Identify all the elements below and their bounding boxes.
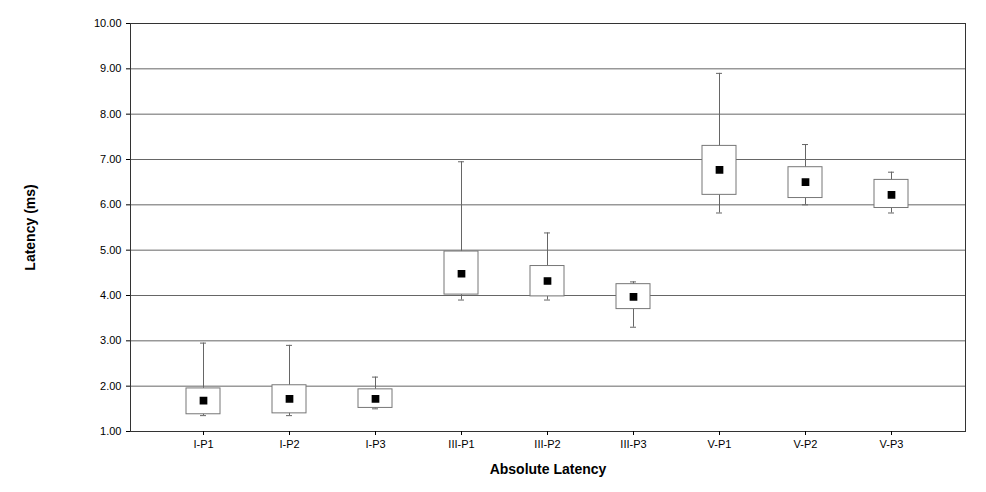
svg-text:III-P2: III-P2 xyxy=(534,438,560,450)
svg-text:I-P3: I-P3 xyxy=(365,438,385,450)
svg-text:I-P2: I-P2 xyxy=(279,438,299,450)
svg-text:V-P2: V-P2 xyxy=(794,438,818,450)
svg-text:III-P1: III-P1 xyxy=(448,438,474,450)
svg-text:10.00: 10.00 xyxy=(94,17,122,29)
svg-text:Absolute Latency: Absolute Latency xyxy=(490,461,607,477)
svg-text:3.00: 3.00 xyxy=(100,334,121,346)
svg-text:I-P1: I-P1 xyxy=(193,438,213,450)
svg-text:V-P3: V-P3 xyxy=(880,438,904,450)
svg-text:V-P1: V-P1 xyxy=(708,438,732,450)
svg-text:III-P3: III-P3 xyxy=(620,438,646,450)
svg-text:8.00: 8.00 xyxy=(100,108,121,120)
svg-text:9.00: 9.00 xyxy=(100,62,121,74)
svg-text:4.00: 4.00 xyxy=(100,289,121,301)
svg-text:Latency (ms): Latency (ms) xyxy=(22,184,38,270)
svg-text:1.00: 1.00 xyxy=(100,425,121,437)
svg-text:5.00: 5.00 xyxy=(100,244,121,256)
svg-text:7.00: 7.00 xyxy=(100,153,121,165)
svg-text:6.00: 6.00 xyxy=(100,198,121,210)
svg-text:2.00: 2.00 xyxy=(100,380,121,392)
